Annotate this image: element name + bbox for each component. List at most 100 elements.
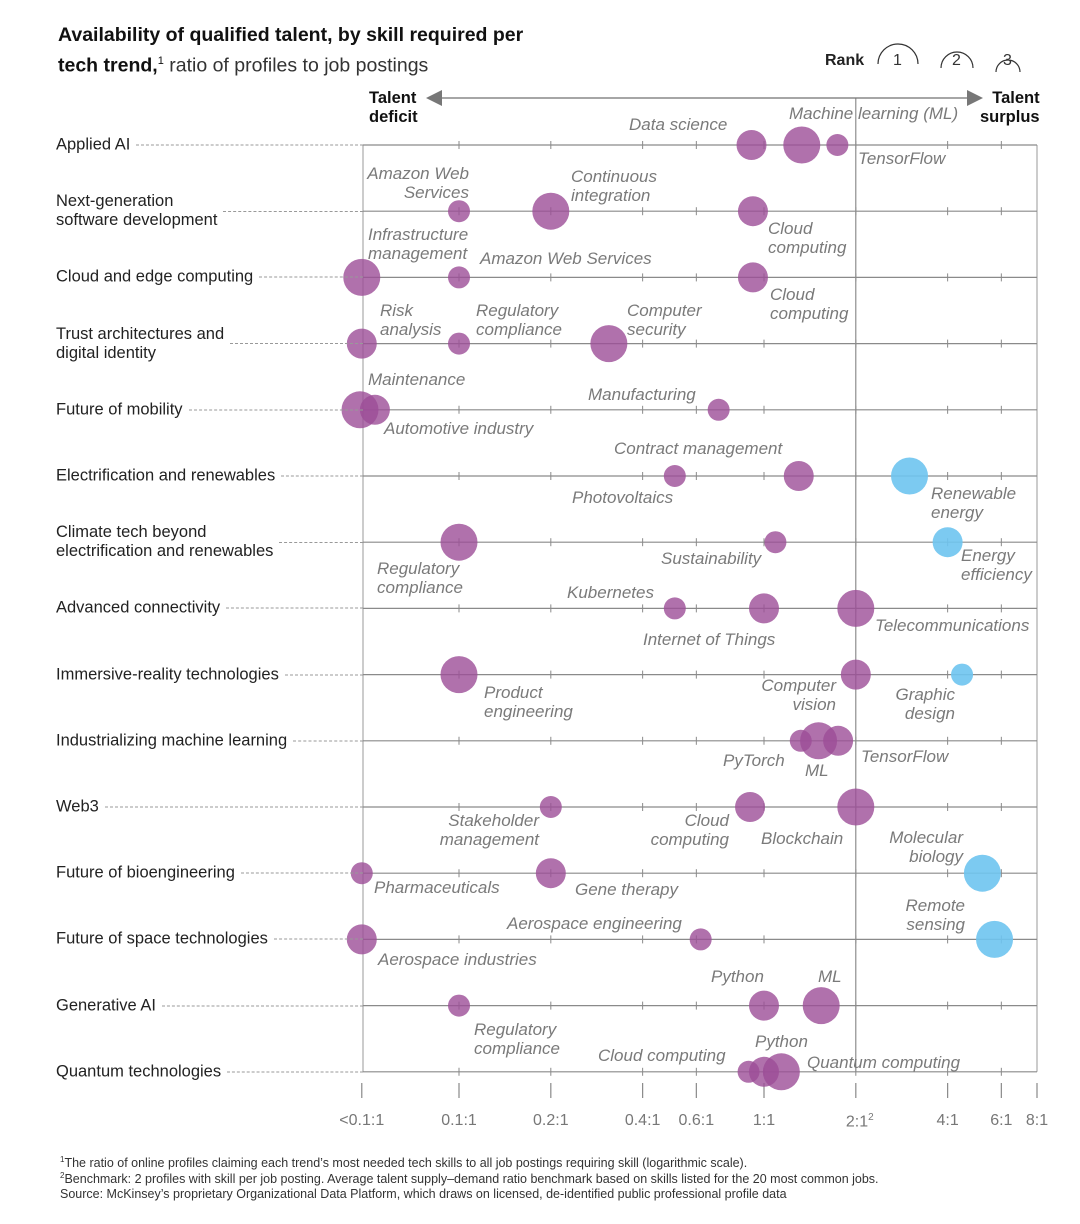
trend-row-label: Future of bioengineering [56, 864, 363, 883]
skill-bubble [891, 457, 929, 495]
leader-dashed-line [104, 806, 363, 808]
skill-label: Renewable energy [931, 484, 1017, 522]
skill-bubble [448, 266, 470, 289]
trend-name: Applied AI [56, 135, 131, 154]
skill-bubble [448, 332, 470, 355]
trend-name: Immersive-reality technologies [56, 665, 279, 684]
trend-row-label: Industrializing machine learning [56, 731, 363, 750]
skill-label: Amazon Web Services [480, 249, 652, 268]
skill-bubble [762, 1053, 800, 1091]
skill-label: ML [818, 967, 842, 986]
skill-bubble [826, 134, 849, 156]
leader-dashed-line [226, 607, 363, 609]
x-tick-label: 0.1:1 [441, 1112, 477, 1129]
skill-bubble [737, 196, 768, 227]
skill-bubble [535, 858, 566, 889]
skill-label: Quantum computing [807, 1053, 961, 1072]
skill-bubble [448, 994, 470, 1017]
skill-bubble [764, 531, 787, 554]
skill-bubble [448, 200, 470, 223]
rank-legend-label: Rank [825, 52, 865, 69]
rank-2-label: 2 [952, 52, 961, 69]
leader-dashed-line [279, 541, 363, 543]
x-tick-label: 0.6:1 [678, 1112, 715, 1129]
leader-dashed-line [293, 740, 363, 742]
skill-label: Regulatory compliance [377, 559, 463, 597]
skill-label: Stakeholder management [439, 811, 539, 849]
x-tick-label: 0.4:1 [624, 1112, 661, 1129]
title-line-2: tech trend, [58, 54, 158, 77]
leader-dashed-line [284, 674, 363, 676]
skill-bubble [783, 461, 814, 491]
skill-label: Blockchain [761, 829, 844, 848]
rank-1-label: 1 [893, 52, 902, 69]
trend-row-label: Future of mobility [56, 400, 363, 419]
skill-label: Contract management [614, 439, 783, 458]
footnote: Source: McKinsey’s proprietary Organizat… [60, 1187, 787, 1201]
rank-1-arc-icon [877, 43, 919, 65]
x-tick-label: 8:1 [1025, 1112, 1049, 1129]
trend-name: Future of space technologies [56, 929, 268, 948]
skill-bubble [689, 928, 712, 951]
trend-row-label: Applied AI [56, 136, 363, 155]
trend-row-label: Immersive-reality technologies [56, 665, 363, 684]
skill-label: Manufacturing [588, 385, 696, 404]
skill-label: Remote sensing [905, 896, 965, 934]
leader-dashed-line [230, 343, 363, 345]
skill-label: Python [755, 1032, 808, 1051]
skill-label: Product engineering [484, 683, 573, 721]
trend-name: Next-generation software development [56, 192, 218, 230]
leader-dashed-line [223, 210, 363, 212]
skill-bubble [749, 990, 779, 1021]
trend-row-label: Cloud and edge computing [56, 268, 363, 287]
trend-row-label: Climate tech beyond electrification and … [56, 523, 363, 561]
skill-bubble [532, 192, 570, 230]
footnote: 2Benchmark: 2 profiles with skill per jo… [60, 1171, 879, 1187]
skill-label: Energy efficiency [961, 546, 1032, 584]
trend-name: Electrification and renewables [56, 466, 276, 485]
skill-bubble [440, 656, 478, 694]
skill-bubble [539, 796, 562, 818]
skill-bubble [840, 659, 871, 690]
rank-3-arc-icon [995, 59, 1021, 73]
trend-row-label: Generative AI [56, 996, 363, 1015]
trend-row-label: Web3 [56, 798, 363, 817]
x-tick-label: 1:1 [752, 1112, 776, 1129]
skill-label: Pharmaceuticals [374, 878, 500, 897]
x-tick-label: 0.2:1 [533, 1112, 569, 1129]
skill-label: Computer vision [761, 676, 836, 714]
skill-bubble [837, 788, 875, 826]
trend-name: Future of bioengineering [56, 863, 235, 882]
skill-label: Aerospace engineering [507, 914, 682, 933]
leader-dashed-line [273, 938, 363, 940]
skill-label: Gene therapy [575, 880, 679, 899]
skill-label: Internet of Things [643, 630, 776, 649]
skill-bubble [663, 465, 686, 487]
skill-label: Cloud computing [770, 285, 849, 323]
leader-dashed-line [281, 475, 363, 477]
x-tick-label: 2:12 [845, 1112, 874, 1131]
skill-bubble [359, 394, 390, 425]
arrow-left-icon [426, 90, 442, 106]
trend-name: Climate tech beyond electrification and … [56, 523, 274, 561]
skill-bubble [823, 725, 854, 756]
talent-surplus-label: Talent surplus [980, 89, 1040, 126]
trend-name: Cloud and edge computing [56, 267, 254, 286]
trend-row-label: Quantum technologies [56, 1062, 363, 1081]
skill-bubble [736, 130, 767, 160]
rank-2-arc-icon [940, 51, 974, 69]
skill-bubble [707, 398, 730, 421]
x-tick-label: 6:1 [990, 1112, 1013, 1129]
skill-label: Kubernetes [567, 583, 654, 602]
leader-dashed-line [188, 409, 363, 411]
skill-label: Aerospace industries [378, 950, 537, 969]
skill-label: Maintenance [368, 370, 466, 389]
skill-label: PyTorch [723, 751, 785, 770]
skill-label: TensorFlow [861, 747, 949, 766]
skill-label: Telecommunications [875, 616, 1030, 635]
trend-name: Generative AI [56, 996, 156, 1015]
skill-label: Data science [629, 115, 728, 134]
x-tick-label: <0.1:1 [339, 1112, 385, 1129]
trend-row-label: Electrification and renewables [56, 467, 363, 486]
skill-label: Risk analysis [380, 301, 442, 339]
